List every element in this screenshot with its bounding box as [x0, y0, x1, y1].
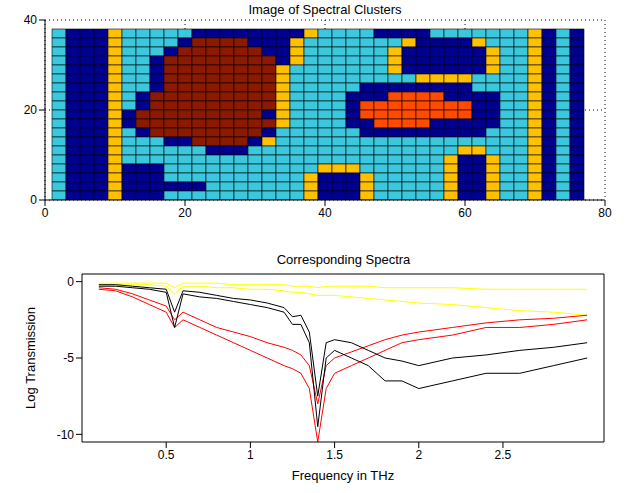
svg-text:1: 1 — [247, 448, 254, 462]
html-text:Corresponding Spectra: Corresponding Spectra — [276, 252, 411, 267]
svg-text:0: 0 — [67, 275, 74, 289]
svg-text:0: 0 — [30, 193, 37, 207]
svg-text:2.5: 2.5 — [495, 448, 512, 462]
svg-text:1.5: 1.5 — [326, 448, 343, 462]
svg-text:0: 0 — [42, 206, 49, 220]
svg-text:60: 60 — [458, 206, 472, 220]
svg-text:0.5: 0.5 — [158, 448, 175, 462]
svg-text:40: 40 — [318, 206, 332, 220]
svg-text:20: 20 — [178, 206, 192, 220]
svg-text:40: 40 — [24, 13, 38, 27]
svg-text:20: 20 — [24, 103, 38, 117]
svg-text:-10: -10 — [57, 428, 75, 442]
svg-text:-5: -5 — [63, 351, 74, 365]
svg-text:80: 80 — [598, 206, 612, 220]
svg-text:Log Transmission: Log Transmission — [23, 307, 38, 409]
svg-text:Frequency in THz: Frequency in THz — [292, 468, 394, 483]
html-text:Image of Spectral Clusters: Image of Spectral Clusters — [248, 2, 402, 17]
svg-text:2: 2 — [415, 448, 422, 462]
